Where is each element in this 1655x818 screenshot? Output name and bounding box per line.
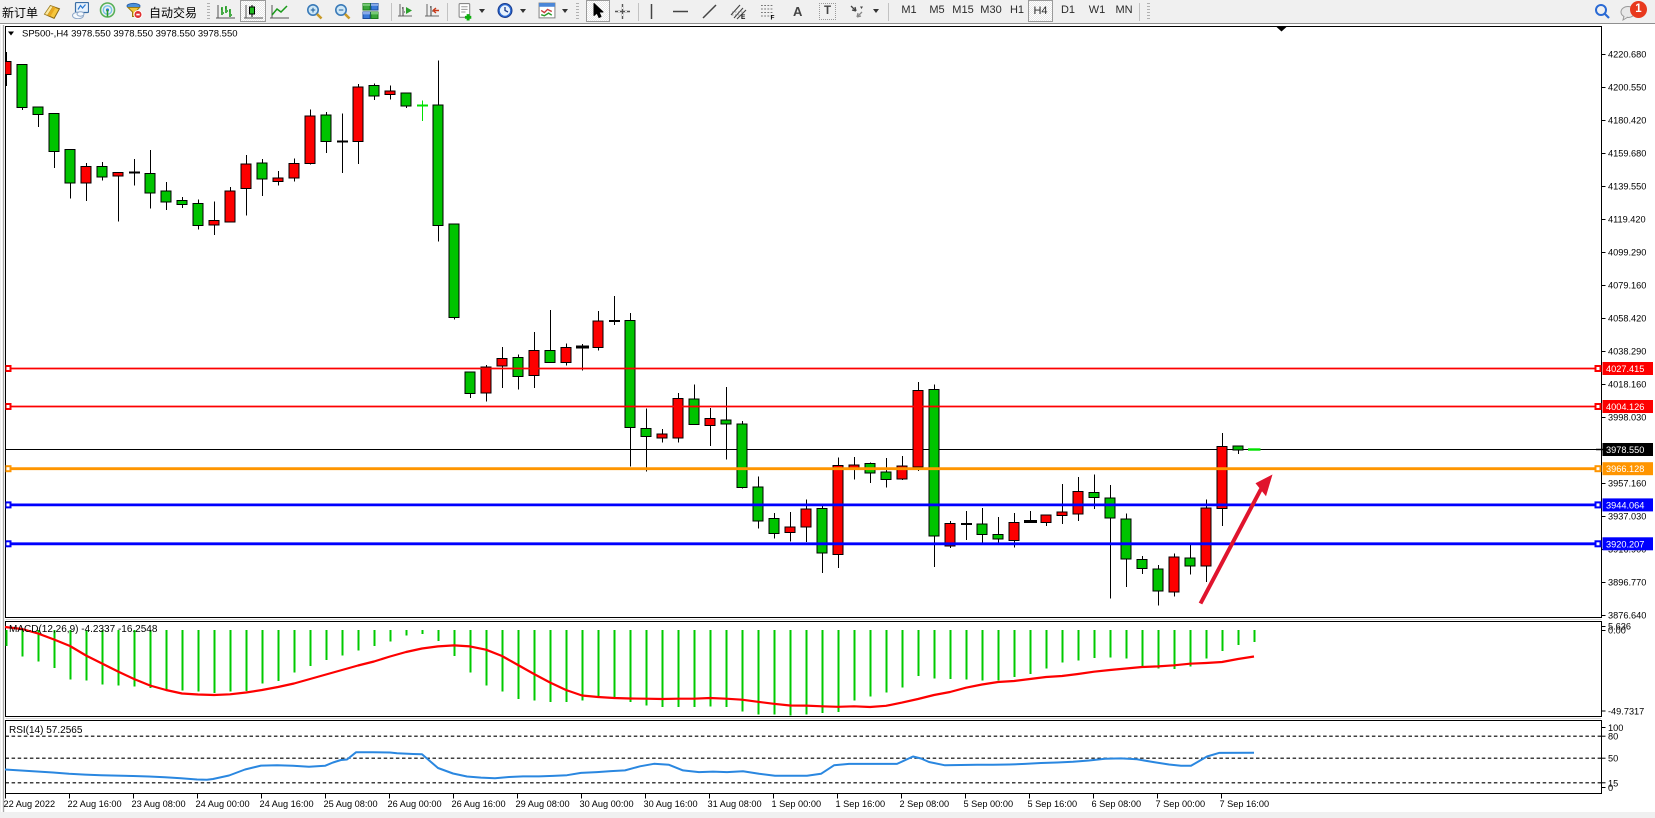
svg-text:4220.680: 4220.680 (1608, 50, 1646, 60)
svg-text:−: − (338, 5, 343, 15)
svg-text:3998.030: 3998.030 (1608, 413, 1646, 423)
svg-text:23 Aug 08:00: 23 Aug 08:00 (132, 799, 186, 809)
svg-text:0.00: 0.00 (1608, 626, 1626, 636)
svg-text:26 Aug 00:00: 26 Aug 00:00 (388, 799, 442, 809)
svg-text:E: E (741, 14, 746, 20)
svg-text:25 Aug 08:00: 25 Aug 08:00 (324, 799, 378, 809)
svg-text:3920.207: 3920.207 (1606, 539, 1644, 549)
svg-text:24 Aug 16:00: 24 Aug 16:00 (260, 799, 314, 809)
svg-text:1 Sep 00:00: 1 Sep 00:00 (772, 799, 822, 809)
svg-text:7 Sep 16:00: 7 Sep 16:00 (1220, 799, 1270, 809)
svg-text:80: 80 (1608, 732, 1618, 742)
svg-text:4180.420: 4180.420 (1608, 116, 1646, 126)
svg-text:29 Aug 08:00: 29 Aug 08:00 (516, 799, 570, 809)
svg-text:1 Sep 16:00: 1 Sep 16:00 (836, 799, 886, 809)
svg-text:3957.160: 3957.160 (1608, 479, 1646, 489)
svg-text:4159.680: 4159.680 (1608, 149, 1646, 159)
svg-text:3978.550: 3978.550 (1606, 445, 1644, 455)
svg-text:0: 0 (1608, 783, 1613, 793)
svg-text:5.636: 5.636 (1608, 622, 1631, 632)
svg-text:RSI(14) 57.2565: RSI(14) 57.2565 (9, 725, 83, 736)
svg-text:SP500-,H4 3978.550 3978.550 3: SP500-,H4 3978.550 3978.550 3978.550 397… (22, 29, 238, 40)
svg-text:3937.030: 3937.030 (1608, 512, 1646, 522)
svg-text:-49.7317: -49.7317 (1608, 707, 1644, 717)
svg-text:3896.770: 3896.770 (1608, 578, 1646, 588)
svg-text:4139.550: 4139.550 (1608, 182, 1646, 192)
svg-text:6 Sep 08:00: 6 Sep 08:00 (1092, 799, 1142, 809)
svg-text:3876.640: 3876.640 (1608, 611, 1646, 621)
svg-text:26 Aug 16:00: 26 Aug 16:00 (452, 799, 506, 809)
svg-text:+: + (310, 5, 315, 15)
svg-text:50: 50 (1608, 754, 1618, 764)
svg-text:4099.290: 4099.290 (1608, 248, 1646, 258)
svg-text:22 Aug 16:00: 22 Aug 16:00 (68, 799, 122, 809)
svg-text:4058.420: 4058.420 (1608, 314, 1646, 324)
svg-text:4200.550: 4200.550 (1608, 83, 1646, 93)
svg-text:3966.128: 3966.128 (1606, 464, 1644, 474)
svg-text:30 Aug 16:00: 30 Aug 16:00 (644, 799, 698, 809)
svg-text:7 Sep 00:00: 7 Sep 00:00 (1156, 799, 1206, 809)
svg-text:4004.126: 4004.126 (1606, 402, 1644, 412)
svg-text:4027.415: 4027.415 (1606, 364, 1644, 374)
svg-text:15: 15 (1608, 778, 1618, 788)
svg-text:4018.160: 4018.160 (1608, 380, 1646, 390)
svg-text:5 Sep 00:00: 5 Sep 00:00 (964, 799, 1014, 809)
svg-text:2 Sep 08:00: 2 Sep 08:00 (900, 799, 950, 809)
svg-text:MACD(12,26,9) -4.2337 -16.2548: MACD(12,26,9) -4.2337 -16.2548 (9, 624, 158, 635)
svg-text:100: 100 (1608, 723, 1623, 733)
svg-text:24 Aug 00:00: 24 Aug 00:00 (196, 799, 250, 809)
svg-text:4038.290: 4038.290 (1608, 347, 1646, 357)
svg-text:30 Aug 00:00: 30 Aug 00:00 (580, 799, 634, 809)
svg-text:4079.160: 4079.160 (1608, 281, 1646, 291)
svg-text:31 Aug 08:00: 31 Aug 08:00 (708, 799, 762, 809)
svg-text:F: F (771, 15, 775, 21)
svg-text:4119.420: 4119.420 (1608, 215, 1646, 225)
svg-text:3944.064: 3944.064 (1606, 500, 1644, 510)
svg-text:5 Sep 16:00: 5 Sep 16:00 (1028, 799, 1078, 809)
svg-text:22 Aug 2022: 22 Aug 2022 (4, 799, 56, 809)
